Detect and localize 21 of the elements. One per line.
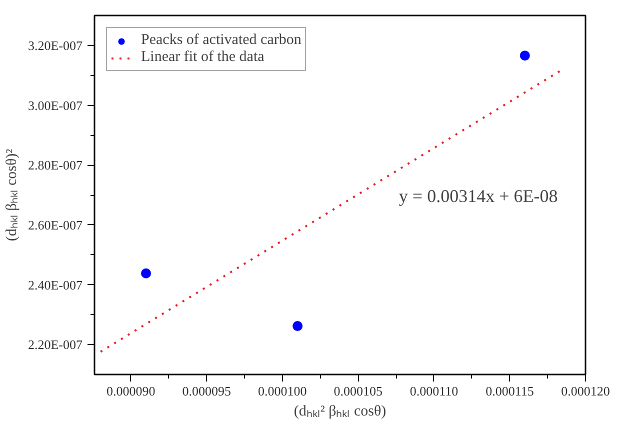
x-tick-label: 0.000110 — [410, 384, 458, 398]
point — [292, 321, 303, 332]
y-tick-label: 2.40E-007 — [28, 277, 83, 292]
y-tick-label: 2.20E-007 — [28, 337, 83, 352]
annotation: y = 0.00314x + 6E-08 — [398, 186, 558, 206]
y-axis-title: (dₕₖₗ βₕₖₗ cosθ)² — [4, 148, 20, 242]
x-tick-label: 0.000105 — [334, 384, 383, 398]
x-tick-label: 0.000100 — [258, 384, 307, 398]
x-tick-label: 0.000095 — [182, 384, 232, 398]
legend-label: Peacks of activated carbon — [141, 32, 302, 49]
y-tick-label: 3.00E-007 — [28, 98, 83, 113]
point — [141, 268, 152, 278]
x-axis-title: (dₕₖₗ² βₕₖₗ cosθ) — [294, 404, 386, 420]
y-tick-label: 3.20E-007 — [28, 38, 83, 53]
point — [520, 50, 530, 61]
legend-label: Linear fit of the data — [141, 49, 264, 66]
y-tick-label: 2.60E-007 — [28, 217, 83, 232]
x-tick-label: 0.000115 — [486, 384, 534, 398]
x-tick-label: 0.000120 — [561, 384, 610, 398]
x-tick-label: 0.000090 — [106, 384, 156, 398]
y-tick-label: 2.80E-007 — [28, 158, 83, 173]
